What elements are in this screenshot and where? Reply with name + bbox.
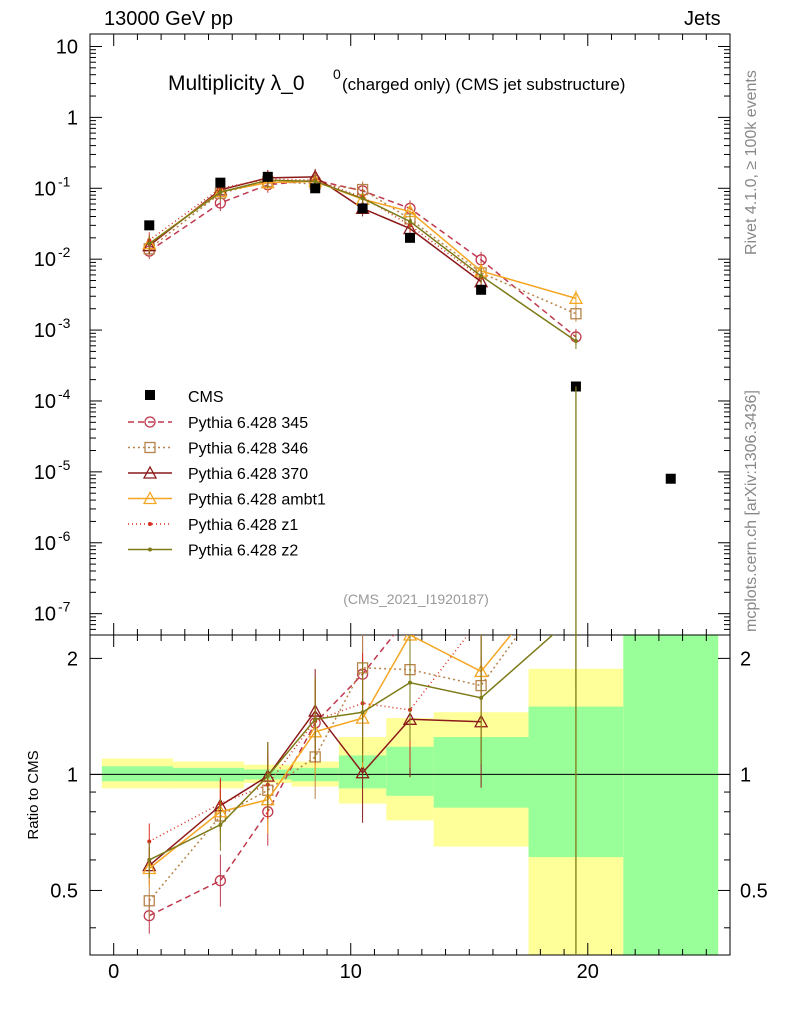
ratio-point — [408, 680, 412, 685]
ratio-line-3 — [148, 635, 512, 870]
cms-point — [310, 183, 321, 194]
x-axis-ticks: 0 10 20 — [108, 34, 707, 983]
chart-title-sup: 0 — [333, 66, 341, 82]
y-tick-label: 10 — [34, 462, 56, 484]
series-point — [479, 273, 484, 278]
cms-point — [262, 171, 273, 182]
series-point — [147, 241, 152, 246]
y-tick-label: 10 — [34, 249, 56, 271]
ratio-tick-label-right: 1 — [740, 764, 751, 786]
legend-cms-marker — [145, 390, 155, 400]
ratio-point — [265, 774, 270, 779]
x-tick-label: 20 — [577, 961, 599, 983]
legend-label: Pythia 6.428 z1 — [188, 517, 298, 534]
y-tick-exponent: -3 — [58, 315, 71, 331]
ratio-tick-label: 2 — [67, 648, 78, 670]
series-line-1 — [148, 180, 577, 315]
legend-marker — [144, 416, 156, 428]
x-tick-label: 10 — [340, 961, 362, 983]
series-point — [573, 339, 578, 344]
legend-marker — [142, 491, 158, 505]
watermark: (CMS_2021_I1920187) — [343, 591, 489, 607]
legend-marker — [144, 441, 156, 454]
ratio-point — [479, 616, 483, 620]
y-tick-exponent: -6 — [58, 528, 71, 544]
legend-label: Pythia 6.428 370 — [188, 466, 308, 483]
ratio-line-0 — [148, 635, 395, 917]
header-left: 13000 GeV pp — [104, 8, 233, 30]
series-point — [313, 179, 318, 184]
series-line-4 — [148, 178, 482, 279]
cms-point — [144, 220, 155, 231]
series-point — [568, 291, 584, 305]
ratio-point — [214, 875, 227, 887]
y-tick-exponent: -1 — [58, 173, 71, 189]
y-tick-label: 10 — [34, 320, 56, 342]
ratio-point — [147, 857, 152, 862]
ratio-series — [142, 606, 577, 934]
chart-title: Multiplicity λ_0 — [168, 72, 305, 95]
ratio-point — [360, 710, 365, 715]
main-frame — [89, 33, 731, 636]
main-series — [142, 168, 584, 350]
ratio-line-5 — [148, 635, 554, 861]
y-tick-exponent: -2 — [58, 244, 71, 260]
series-point — [360, 196, 365, 201]
legend-cms-label: CMS — [188, 389, 224, 406]
ratio-line-1 — [148, 635, 519, 902]
y-tick-exponent: -7 — [58, 599, 71, 615]
x-tick-label: 0 — [108, 961, 119, 983]
ratio-tick-label-right: 2 — [740, 648, 751, 670]
header-right: Jets — [684, 8, 721, 30]
y-tick-label: 10 — [56, 36, 78, 58]
y-tick-exponent: -4 — [58, 386, 71, 402]
y-tick-label: 10 — [34, 533, 56, 555]
ratio-tick-label: 0.5 — [50, 880, 78, 902]
cms-point — [405, 232, 415, 243]
ratio-point — [147, 839, 152, 844]
band-inner — [623, 635, 719, 955]
y-tick-exponent: -5 — [58, 457, 71, 473]
chart-title-suffix: (charged only) (CMS jet substructure) — [342, 75, 625, 94]
legend-marker — [148, 522, 152, 526]
y-tick-label: 10 — [34, 178, 56, 200]
y-tick-label: 10 — [34, 604, 56, 626]
ratio-point — [355, 765, 370, 779]
legend-label: Pythia 6.428 345 — [188, 415, 308, 432]
series-line-0 — [148, 179, 577, 338]
legend-marker — [142, 465, 158, 479]
cms-point — [476, 284, 487, 295]
ratio-point — [143, 895, 155, 907]
ratio-axis-ticks: 0.5 0.5 1 1 2 2 — [50, 648, 768, 929]
ratio-tick-label: 1 — [67, 764, 78, 786]
y-tick-label: 1 — [67, 107, 78, 129]
cms-point — [665, 473, 676, 484]
ratio-point — [479, 695, 484, 700]
legend-label: Pythia 6.428 ambt1 — [188, 492, 326, 509]
legend-marker — [148, 547, 152, 552]
ratio-point — [405, 609, 415, 619]
y-tick-label: 10 — [34, 391, 56, 413]
ratio-point — [313, 717, 318, 722]
legend: CMS Pythia 6.428 345 Pythia 6.428 346 Pythi… — [128, 389, 326, 560]
series-point — [570, 308, 582, 320]
band-inner — [101, 766, 173, 782]
series-line-5 — [148, 179, 577, 342]
ratio-point — [218, 822, 223, 827]
series-point — [408, 219, 412, 224]
ratio-tick-label-right: 0.5 — [740, 880, 768, 902]
cms-point — [357, 203, 368, 214]
legend-label: Pythia 6.428 346 — [188, 441, 308, 458]
cms-point — [215, 177, 226, 188]
legend-label: Pythia 6.428 z2 — [188, 543, 298, 560]
ratio-y-label: Ratio to CMS — [25, 750, 42, 839]
ratio-point — [476, 606, 486, 616]
series-point — [218, 190, 223, 195]
